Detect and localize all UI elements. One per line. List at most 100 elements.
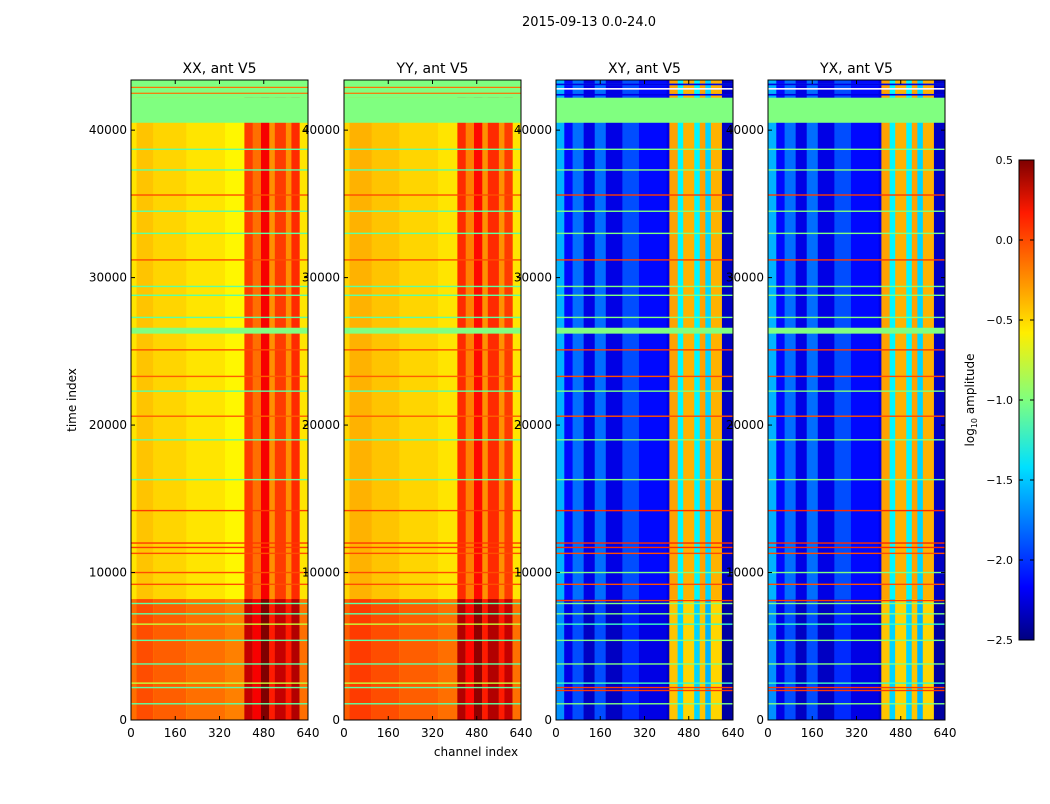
heatmap-column-band (252, 80, 262, 720)
heatmap-row-line (768, 285, 945, 288)
heatmap-row-line (131, 546, 308, 549)
heatmap-row-line (344, 583, 521, 586)
heatmap-column-band (512, 80, 522, 720)
heatmap-row-line (344, 349, 521, 351)
heatmap-time-region (274, 599, 287, 720)
y-tick-label: 20000 (89, 418, 127, 432)
heatmap-time-region (933, 599, 946, 720)
heatmap-row-line (556, 663, 733, 665)
heatmap-row-line (768, 689, 945, 692)
heatmap-column-band (473, 80, 483, 720)
heatmap-row-line (344, 194, 521, 196)
heatmap-time-region (694, 599, 701, 720)
heatmap-column-band (906, 80, 913, 720)
heatmap-time-region (881, 599, 891, 720)
heatmap-time-region (705, 599, 712, 720)
heatmap-row-line (556, 415, 733, 417)
flagged-band (344, 97, 521, 123)
heatmap-row-line (768, 703, 945, 705)
flagged-band (768, 97, 945, 123)
panel-title: XX, ant V5 (183, 61, 257, 77)
heatmap-time-region (605, 599, 623, 720)
flagged-band (556, 327, 733, 334)
heatmap-row-line (556, 703, 733, 705)
heatmap-row-line (344, 602, 521, 605)
heatmap-column-band (795, 80, 808, 720)
heatmap-row-line (344, 478, 521, 481)
heatmap-row-line (768, 375, 945, 378)
x-tick-label: 0 (764, 726, 772, 740)
colorbar-label: log10 amplitude (963, 354, 979, 447)
heatmap-column-band (131, 80, 138, 720)
flagged-band (556, 97, 733, 123)
heatmap-time-region (776, 599, 786, 720)
heatmap-time-region (622, 599, 640, 720)
heatmap-time-region (922, 599, 935, 720)
heatmap-time-region (594, 599, 607, 720)
colorbar-tick-label: −2.0 (986, 554, 1013, 567)
colorbar-tick-label: 0.0 (996, 234, 1014, 247)
heatmap-time-region (583, 599, 596, 720)
heatmap-row-line (556, 682, 733, 684)
heatmap-column-band (482, 80, 489, 720)
heatmap-time-region (906, 599, 913, 720)
flagged-band (131, 97, 308, 123)
heatmap-column-band (564, 80, 574, 720)
heatmap-time-region (438, 599, 458, 720)
heatmap-row-line (131, 509, 308, 512)
heatmap-column-band (299, 80, 309, 720)
flagged-band (768, 327, 945, 334)
heatmap-row-line (768, 478, 945, 481)
heatmap-row-line (131, 602, 308, 605)
x-tick-label: 160 (589, 726, 612, 740)
heatmap-column-band (694, 80, 701, 720)
heatmap-time-region (136, 599, 154, 720)
heatmap-time-region (344, 599, 351, 720)
heatmap-row-line (344, 546, 521, 549)
heatmap-row-line (556, 210, 733, 212)
heatmap-row-line (768, 552, 945, 555)
heatmap-column-band (457, 80, 467, 720)
heatmap-row-line (768, 546, 945, 549)
x-tick-label: 160 (801, 726, 824, 740)
heatmap-column-band (933, 80, 946, 720)
heatmap-time-region (498, 599, 505, 720)
heatmap-row-line (344, 703, 521, 705)
y-tick-label: 20000 (514, 418, 552, 432)
heatmap-column-band (817, 80, 835, 720)
heatmap-row-line (556, 439, 733, 441)
x-tick-label: 480 (252, 726, 275, 740)
heatmap-row-line (344, 682, 521, 684)
y-tick-label: 0 (332, 713, 340, 727)
heatmap-time-region (806, 599, 819, 720)
heatmap-row-line (131, 390, 308, 392)
heatmap-time-region (349, 599, 373, 720)
heatmap-column-band (583, 80, 596, 720)
heatmap-row-line (768, 613, 945, 615)
heatmap-column-band (556, 80, 565, 720)
heatmap-row-line (556, 88, 733, 90)
colorbar-tick-label: −0.5 (986, 314, 1013, 327)
heatmap-row-line (344, 86, 521, 88)
heatmap-column-band (806, 80, 819, 720)
heatmap-column-band (710, 80, 723, 720)
heatmap-row-line (344, 623, 521, 625)
heatmap-time-region (784, 599, 797, 720)
heatmap-row-line (768, 316, 945, 319)
y-tick-label: 40000 (726, 123, 764, 137)
heatmap-column-band (136, 80, 154, 720)
heatmap-row-line (556, 686, 733, 689)
heatmap-time-region (252, 599, 262, 720)
heatmap-row-line (556, 169, 733, 171)
heatmap-row-line (131, 169, 308, 171)
heatmap-row-line (131, 663, 308, 665)
heatmap-time-region (795, 599, 808, 720)
heatmap-row-line (556, 194, 733, 196)
heatmap-row-line (556, 316, 733, 319)
heatmap-row-line (768, 294, 945, 296)
heatmap-time-region (244, 599, 254, 720)
heatmap-time-region (473, 599, 483, 720)
heatmap-time-region (699, 599, 706, 720)
heatmap-column-band (784, 80, 797, 720)
